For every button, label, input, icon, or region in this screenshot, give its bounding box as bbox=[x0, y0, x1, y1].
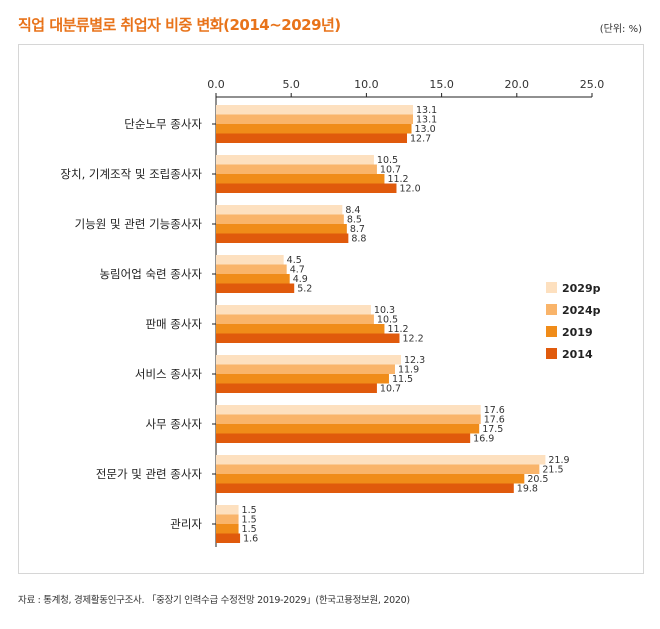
data-label: 13.1 bbox=[416, 105, 437, 116]
data-label: 1.5 bbox=[242, 515, 257, 526]
category-label: 서비스 종사자 bbox=[135, 367, 203, 381]
bar bbox=[216, 105, 414, 115]
bar bbox=[216, 133, 408, 143]
bar bbox=[216, 155, 374, 165]
bar bbox=[216, 214, 344, 224]
data-label: 8.7 bbox=[350, 224, 365, 235]
category-label: 사무 종사자 bbox=[145, 417, 202, 431]
x-tick-label: 10.0 bbox=[354, 78, 379, 91]
category-label: 관리자 bbox=[170, 517, 202, 531]
bar bbox=[216, 164, 377, 174]
data-label: 21.9 bbox=[548, 455, 569, 466]
data-label: 8.4 bbox=[345, 205, 360, 216]
legend-swatch bbox=[546, 348, 557, 359]
legend-swatch bbox=[546, 326, 557, 337]
legend-label: 2019 bbox=[562, 326, 593, 339]
category-label: 판매 종사자 bbox=[145, 317, 202, 331]
legend-label: 2024p bbox=[562, 304, 601, 317]
data-label: 17.5 bbox=[482, 424, 503, 435]
data-label: 10.3 bbox=[374, 305, 395, 316]
data-label: 13.0 bbox=[415, 124, 436, 135]
bar bbox=[216, 333, 400, 343]
data-label: 8.8 bbox=[351, 234, 366, 245]
data-label: 12.7 bbox=[410, 134, 431, 145]
bar bbox=[216, 324, 385, 334]
data-label: 16.9 bbox=[473, 434, 494, 445]
bar bbox=[216, 174, 385, 184]
data-label: 11.2 bbox=[387, 324, 408, 335]
bar bbox=[216, 474, 525, 484]
legend-swatch bbox=[546, 304, 557, 315]
data-label: 1.5 bbox=[242, 524, 257, 535]
unit-label: (단위: %) bbox=[599, 24, 642, 35]
chart-title: 직업 대분류별로 취업자 비중 변화(2014~2029년) bbox=[18, 16, 341, 34]
category-label: 기능원 및 관련 기능종사자 bbox=[75, 217, 203, 231]
bar bbox=[216, 283, 295, 293]
bar bbox=[216, 455, 546, 465]
data-label: 4.9 bbox=[293, 274, 308, 285]
data-label: 17.6 bbox=[484, 415, 505, 426]
category-label: 농림어업 숙련 종사자 bbox=[99, 267, 202, 281]
data-label: 1.5 bbox=[242, 505, 257, 516]
data-label: 1.6 bbox=[243, 534, 258, 545]
bar bbox=[216, 433, 471, 443]
x-tick-label: 20.0 bbox=[505, 78, 530, 91]
category-label: 단순노무 종사자 bbox=[124, 117, 202, 131]
data-label: 8.5 bbox=[347, 215, 362, 226]
bar bbox=[216, 464, 540, 474]
data-label: 10.5 bbox=[377, 315, 398, 326]
bar bbox=[216, 424, 480, 434]
bar bbox=[216, 524, 239, 534]
category-label: 전문가 및 관련 종사자 bbox=[96, 467, 203, 481]
data-label: 10.5 bbox=[377, 155, 398, 166]
bar bbox=[216, 205, 343, 215]
data-label: 5.2 bbox=[297, 284, 312, 295]
data-label: 11.2 bbox=[387, 174, 408, 185]
bar bbox=[216, 414, 481, 424]
bar bbox=[216, 264, 287, 274]
bar bbox=[216, 183, 397, 193]
bar bbox=[216, 405, 481, 415]
bar bbox=[216, 274, 290, 284]
data-label: 12.3 bbox=[404, 355, 425, 366]
data-label: 10.7 bbox=[380, 384, 401, 395]
data-label: 17.6 bbox=[484, 405, 505, 416]
source-note: 자료 : 통계청, 경제활동인구조사. 「중장기 인력수급 수정전망 2019-… bbox=[18, 595, 410, 606]
data-label: 21.5 bbox=[542, 465, 563, 476]
x-tick-label: 15.0 bbox=[429, 78, 454, 91]
legend-label: 2029p bbox=[562, 282, 601, 295]
bar bbox=[216, 505, 239, 515]
data-label: 12.0 bbox=[399, 184, 420, 195]
data-label: 4.5 bbox=[287, 255, 302, 266]
bar bbox=[216, 383, 377, 393]
bar bbox=[216, 305, 371, 315]
bar bbox=[216, 224, 347, 234]
data-label: 20.5 bbox=[527, 474, 548, 485]
bar bbox=[216, 533, 241, 543]
bar bbox=[216, 114, 414, 124]
bar bbox=[216, 233, 349, 243]
bar bbox=[216, 514, 239, 524]
category-label: 장치, 기계조작 및 조립종사자 bbox=[60, 167, 202, 181]
bar bbox=[216, 314, 374, 324]
data-label: 11.5 bbox=[392, 374, 413, 385]
x-tick-label: 5.0 bbox=[282, 78, 300, 91]
x-tick-label: 25.0 bbox=[580, 78, 605, 91]
bar bbox=[216, 355, 401, 365]
bar bbox=[216, 255, 284, 265]
bar bbox=[216, 374, 389, 384]
data-label: 19.8 bbox=[517, 484, 538, 495]
data-label: 11.9 bbox=[398, 365, 419, 376]
bar bbox=[216, 364, 395, 374]
legend-swatch bbox=[546, 282, 557, 293]
data-label: 13.1 bbox=[416, 115, 437, 126]
legend-label: 2014 bbox=[562, 348, 593, 361]
x-tick-label: 0.0 bbox=[207, 78, 225, 91]
data-label: 10.7 bbox=[380, 165, 401, 176]
data-label: 4.7 bbox=[290, 265, 305, 276]
bar bbox=[216, 124, 412, 134]
bar bbox=[216, 483, 514, 493]
data-label: 12.2 bbox=[402, 334, 423, 345]
